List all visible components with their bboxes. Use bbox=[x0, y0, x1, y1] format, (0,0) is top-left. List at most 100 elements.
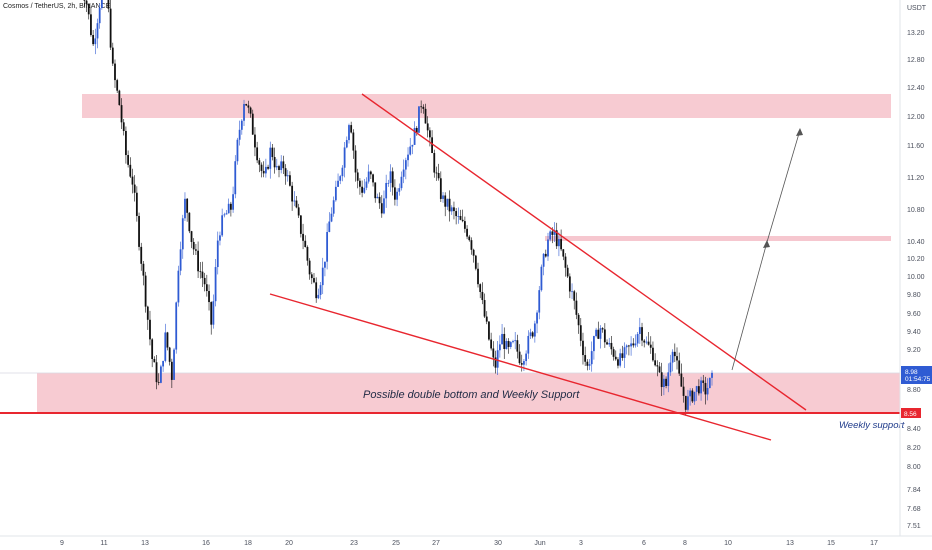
bull-candle bbox=[219, 235, 221, 241]
bear-candle bbox=[566, 267, 569, 277]
bear-candle bbox=[197, 250, 199, 272]
bear-candle bbox=[680, 373, 683, 387]
bear-candle bbox=[195, 249, 197, 251]
price-tick-label: 8.80 bbox=[907, 387, 921, 394]
bear-candle bbox=[289, 175, 291, 186]
bear-candle bbox=[142, 263, 145, 276]
price-tick-label: 11.20 bbox=[907, 175, 924, 182]
bear-candle bbox=[647, 341, 650, 345]
bear-candle bbox=[704, 382, 707, 395]
bear-candle bbox=[641, 327, 643, 341]
bull-candle bbox=[227, 203, 230, 214]
bull-candle bbox=[181, 218, 184, 250]
time-tick-label: 11 bbox=[100, 540, 107, 547]
bear-candle bbox=[656, 365, 659, 367]
bull-candle bbox=[339, 176, 342, 181]
bear-candle bbox=[205, 284, 208, 292]
bear-candle bbox=[466, 228, 468, 237]
bull-candle bbox=[512, 341, 514, 343]
bear-candle bbox=[140, 246, 143, 264]
bear-candle bbox=[461, 219, 464, 222]
bear-candle bbox=[492, 348, 495, 358]
bull-candle bbox=[162, 360, 165, 367]
bear-candle bbox=[422, 106, 425, 109]
bull-candle bbox=[164, 332, 167, 361]
bear-candle bbox=[551, 231, 554, 235]
bear-candle bbox=[372, 174, 374, 183]
bear-candle bbox=[415, 127, 418, 133]
bear-candle bbox=[577, 314, 580, 326]
projection-arrow-1[interactable] bbox=[731, 241, 768, 371]
bear-candle bbox=[682, 386, 685, 396]
lower-trendline[interactable] bbox=[269, 293, 772, 441]
bear-candle bbox=[260, 164, 263, 171]
price-tick-label: 12.40 bbox=[907, 85, 925, 92]
bear-candle bbox=[313, 278, 315, 283]
bear-candle bbox=[649, 344, 652, 348]
bull-candle bbox=[409, 146, 412, 155]
bull-candle bbox=[689, 390, 692, 397]
bear-candle bbox=[201, 271, 204, 278]
bear-candle bbox=[684, 395, 687, 410]
bear-candle bbox=[673, 351, 676, 357]
bull-candle bbox=[700, 380, 702, 394]
bull-candle bbox=[505, 341, 508, 349]
bull-candle bbox=[175, 302, 178, 350]
bear-candle bbox=[297, 207, 300, 216]
bear-candle bbox=[573, 291, 576, 301]
bear-candle bbox=[168, 347, 171, 362]
time-tick-label: 16 bbox=[202, 540, 210, 547]
bull-candle bbox=[608, 342, 611, 345]
bull-candle bbox=[345, 140, 348, 148]
bear-candle bbox=[256, 147, 259, 161]
bull-candle bbox=[571, 291, 573, 293]
bull-candle bbox=[324, 261, 326, 268]
bear-candle bbox=[107, 0, 110, 9]
time-tick-label: 27 bbox=[432, 540, 440, 547]
bear-candle bbox=[691, 390, 694, 402]
time-tick-label: 15 bbox=[827, 540, 835, 547]
bull-candle bbox=[590, 351, 593, 365]
bear-candle bbox=[582, 340, 584, 356]
bear-candle bbox=[258, 160, 261, 165]
bear-candle bbox=[229, 203, 232, 210]
bear-candle bbox=[87, 4, 90, 15]
price-tick-label: 9.60 bbox=[907, 311, 921, 318]
bear-candle bbox=[586, 361, 589, 366]
bear-candle bbox=[295, 200, 298, 208]
bear-candle bbox=[448, 198, 451, 212]
price-tick-label: 7.84 bbox=[907, 487, 921, 494]
bull-candle bbox=[450, 207, 453, 212]
support-price-badge bbox=[901, 408, 921, 418]
bull-candle bbox=[328, 221, 331, 232]
bear-candle bbox=[632, 343, 635, 346]
bear-candle bbox=[120, 105, 123, 123]
price-tick-label: 9.20 bbox=[907, 347, 921, 354]
bull-candle bbox=[404, 160, 407, 170]
bear-candle bbox=[271, 147, 274, 158]
bull-candle bbox=[376, 196, 379, 199]
upper-trendline[interactable] bbox=[361, 93, 807, 411]
bull-candle bbox=[525, 353, 528, 362]
bull-candle bbox=[319, 285, 322, 295]
bear-candle bbox=[131, 176, 134, 185]
bear-candle bbox=[374, 182, 377, 199]
bull-candle bbox=[100, 0, 103, 8]
bull-candle bbox=[389, 171, 392, 183]
bull-candle bbox=[225, 213, 228, 215]
bull-candle bbox=[693, 391, 696, 402]
bear-candle bbox=[463, 221, 466, 229]
bear-candle bbox=[507, 341, 510, 347]
projection-arrow-2[interactable] bbox=[766, 129, 801, 243]
time-tick-label: 3 bbox=[579, 540, 583, 547]
bull-candle bbox=[264, 166, 267, 174]
bear-candle bbox=[621, 353, 624, 358]
time-tick-label: 10 bbox=[724, 540, 732, 547]
mid-resistance-zone bbox=[545, 236, 891, 241]
bear-candle bbox=[149, 319, 151, 340]
bear-candle bbox=[310, 274, 313, 279]
bull-candle bbox=[337, 180, 339, 187]
bear-candle bbox=[111, 47, 114, 64]
bear-candle bbox=[654, 360, 657, 366]
